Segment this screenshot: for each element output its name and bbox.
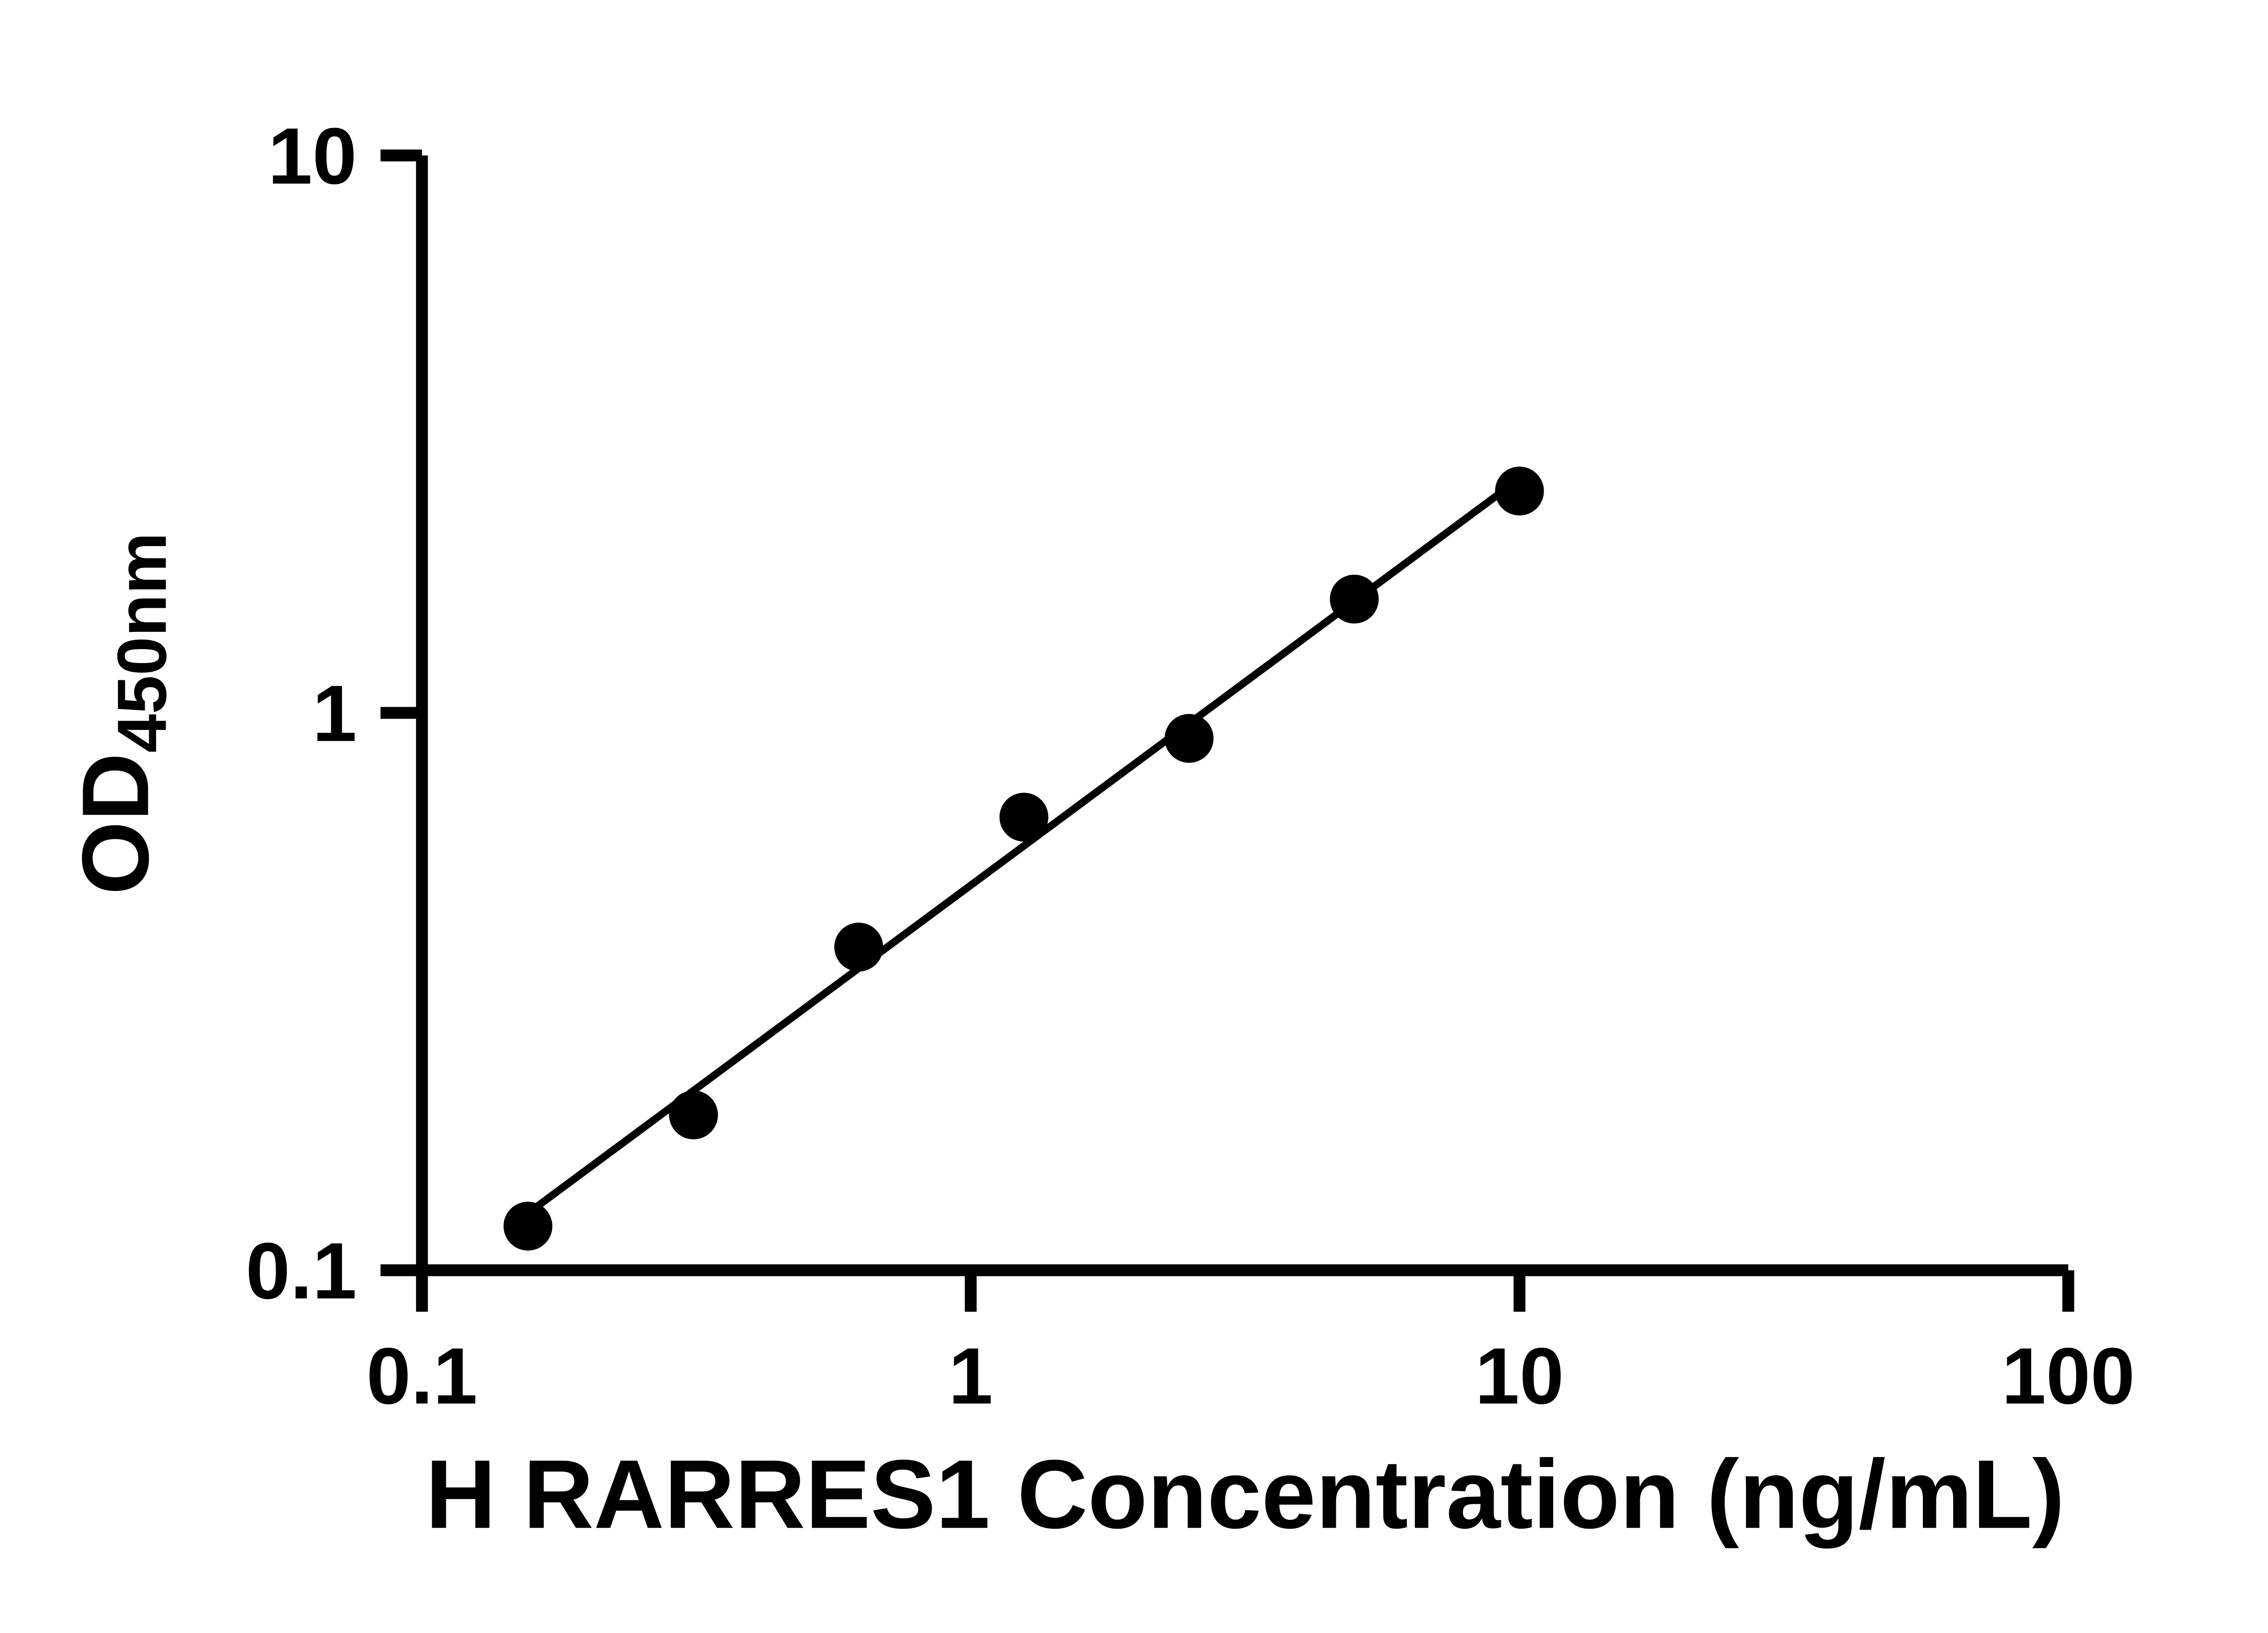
y-tick-label: 1 [313,669,357,758]
y-axis-title-subscript: 450nm [103,533,181,753]
data-point [669,1090,718,1139]
data-point [1495,466,1544,516]
x-tick-label: 0.1 [367,1331,478,1421]
y-axis-title-main: OD [63,753,168,895]
chart-plot-area: 0.1 1 10 0.1 1 10 100 [246,112,2135,1421]
x-tick-label: 100 [2002,1331,2135,1421]
x-tick-label: 1 [948,1331,993,1421]
y-tick-label: 0.1 [246,1226,357,1315]
data-point [503,1202,552,1251]
data-point [834,923,883,972]
x-tick-label: 10 [1475,1331,1564,1421]
y-tick-label: 10 [268,112,357,201]
axis-spines [416,155,2068,1276]
data-point [1330,574,1379,624]
y-axis-title: OD450nm [63,533,181,895]
x-axis-title: H RARRES1 Concentration (ng/mL) [425,1439,2065,1549]
data-point [999,792,1049,842]
data-point [1164,714,1214,763]
